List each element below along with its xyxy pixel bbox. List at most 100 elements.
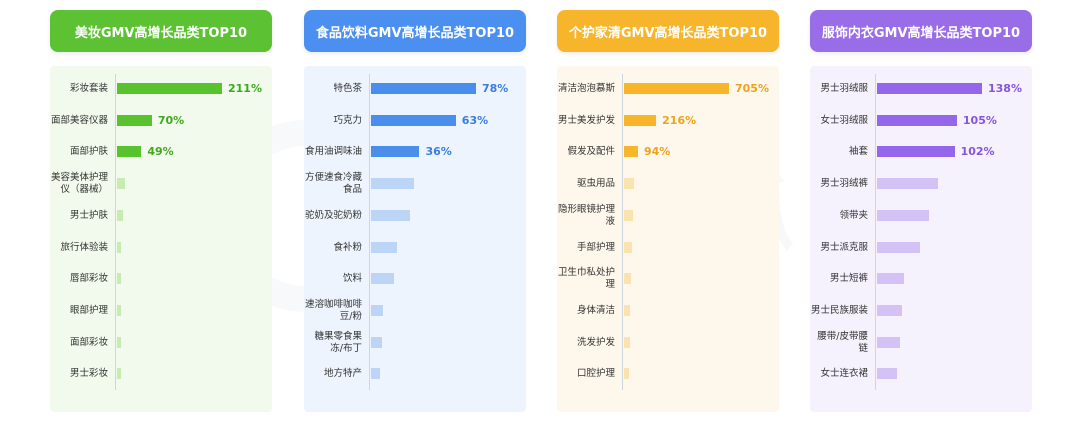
value-label: 211% xyxy=(228,82,262,95)
category-label: 假发及配件 xyxy=(567,146,615,158)
chart-title: 美妆GMV高增长品类TOP10 xyxy=(50,10,272,52)
y-axis-line xyxy=(369,74,370,390)
bar xyxy=(117,209,123,221)
chart-panel: 个护家清GMV高增长品类TOP10 清洁泡泡慕斯 705% 男士美发护发 216% 假发及… xyxy=(557,10,779,415)
category-label: 面部彩妆 xyxy=(69,336,108,348)
category-label: 男士彩妆 xyxy=(69,368,108,380)
category-label: 男士护肤 xyxy=(69,209,108,221)
bar-row: 男士短裤 xyxy=(810,264,1032,294)
chart-panel: 美妆GMV高增长品类TOP10 彩妆套装 211% 面部美容仪器 70% 面部护肤 49% 美… xyxy=(50,10,272,415)
bar-row: 食补粉 xyxy=(304,233,526,263)
category-label: 面部美容仪器 xyxy=(50,114,108,126)
category-label: 女士羽绒服 xyxy=(820,114,868,126)
bar xyxy=(117,114,152,126)
bar xyxy=(117,304,121,316)
chart-area: 彩妆套装 211% 面部美容仪器 70% 面部护肤 49% 美容美体护理仪（器械） 男士护肤旅… xyxy=(50,66,272,412)
bar-row: 男士羽绒服 138% xyxy=(810,74,1032,104)
bar-row: 领带夹 xyxy=(810,201,1032,231)
category-label: 隐形眼镜护理液 xyxy=(557,203,615,227)
bar xyxy=(624,114,657,126)
bar xyxy=(371,273,394,285)
bar xyxy=(371,304,384,316)
bar xyxy=(624,146,638,158)
bar-row: 袖套 102% xyxy=(810,137,1032,167)
bar-row: 饮料 xyxy=(304,264,526,294)
bar-row: 旅行体验装 xyxy=(50,233,272,263)
bar xyxy=(877,368,897,380)
bar-row: 女士连衣裙 xyxy=(810,359,1032,389)
bar xyxy=(624,178,635,190)
bar-row: 驼奶及驼奶粉 xyxy=(304,201,526,231)
bar-row: 唇部彩妆 xyxy=(50,264,272,294)
bar xyxy=(877,209,929,221)
category-label: 巧克力 xyxy=(333,114,362,126)
bar-row: 女士羽绒服 105% xyxy=(810,106,1032,136)
chart-panel: 服饰内衣GMV高增长品类TOP10 男士羽绒服 138% 女士羽绒服 105% 袖套 102… xyxy=(810,10,1032,415)
category-label: 食补粉 xyxy=(333,241,362,253)
bar-row: 腰带/皮带腰链 xyxy=(810,328,1032,358)
bar-row: 男士羽绒裤 xyxy=(810,169,1032,199)
bar xyxy=(371,146,420,158)
category-label: 女士连衣裙 xyxy=(820,368,868,380)
bar-row: 特色茶 78% xyxy=(304,74,526,104)
bar xyxy=(877,114,957,126)
chart-title: 服饰内衣GMV高增长品类TOP10 xyxy=(810,10,1032,52)
bar xyxy=(624,368,630,380)
value-label: 36% xyxy=(425,145,452,159)
chart-area: 男士羽绒服 138% 女士羽绒服 105% 袖套 102% 男士羽绒裤 领带夹男士派克服男士短… xyxy=(810,66,1032,412)
bar xyxy=(117,146,142,158)
category-label: 袖套 xyxy=(848,146,868,158)
bar-row: 卫生巾私处护理 xyxy=(557,264,779,294)
bar-row: 手部护理 xyxy=(557,233,779,263)
bar xyxy=(877,178,938,190)
bar xyxy=(371,336,382,348)
bar xyxy=(117,368,121,380)
category-label: 方便速食冷藏食品 xyxy=(304,172,362,196)
bar xyxy=(877,304,903,316)
category-label: 男士羽绒服 xyxy=(820,83,868,94)
chart-title: 个护家清GMV高增长品类TOP10 xyxy=(557,10,779,52)
value-label: 63% xyxy=(461,113,489,127)
bar-row: 面部护肤 49% xyxy=(50,137,272,167)
value-label: 105% xyxy=(962,113,997,127)
category-label: 地方特产 xyxy=(323,368,362,380)
category-label: 彩妆套装 xyxy=(69,83,108,94)
category-label: 驱虫用品 xyxy=(576,178,615,190)
chart-area: 清洁泡泡慕斯 705% 男士美发护发 216% 假发及配件 94% 驱虫用品 隐形眼镜护理液手… xyxy=(557,66,779,412)
y-axis-line xyxy=(875,74,876,390)
bar-row: 眼部护理 xyxy=(50,296,272,326)
category-label: 腰带/皮带腰链 xyxy=(817,330,868,354)
bar-row: 男士护肤 xyxy=(50,201,272,231)
category-label: 男士民族服装 xyxy=(810,304,868,316)
bar-row: 面部美容仪器 70% xyxy=(50,106,272,136)
category-label: 饮料 xyxy=(342,273,362,285)
category-label: 眼部护理 xyxy=(69,304,108,316)
bar-row: 速溶咖啡咖啡豆/粉 xyxy=(304,296,526,326)
bar-row: 糖果零食果冻/布丁 xyxy=(304,328,526,358)
bar xyxy=(624,241,632,253)
bar-row: 口腔护理 xyxy=(557,359,779,389)
category-label: 美容美体护理仪（器械） xyxy=(50,172,108,196)
bar xyxy=(371,241,397,253)
value-label: 70% xyxy=(157,113,185,127)
bar-row: 食用油调味油 36% xyxy=(304,137,526,167)
category-label: 洗发护发 xyxy=(576,336,615,348)
value-label: 138% xyxy=(988,82,1022,95)
value-label: 705% xyxy=(735,82,769,95)
category-label: 男士派克服 xyxy=(820,241,868,253)
bar xyxy=(624,83,729,94)
bar xyxy=(117,178,125,190)
y-axis-line xyxy=(622,74,623,390)
bar xyxy=(117,83,222,94)
bar xyxy=(624,209,633,221)
category-label: 速溶咖啡咖啡豆/粉 xyxy=(304,298,362,322)
bar xyxy=(117,273,121,285)
value-label: 102% xyxy=(960,145,995,159)
category-label: 驼奶及驼奶粉 xyxy=(304,209,362,221)
bar-row: 地方特产 xyxy=(304,359,526,389)
bar-row: 男士派克服 xyxy=(810,233,1032,263)
value-label: 78% xyxy=(482,82,509,95)
bar xyxy=(371,178,415,190)
bar-row: 清洁泡泡慕斯 705% xyxy=(557,74,779,104)
bar-row: 男士美发护发 216% xyxy=(557,106,779,136)
